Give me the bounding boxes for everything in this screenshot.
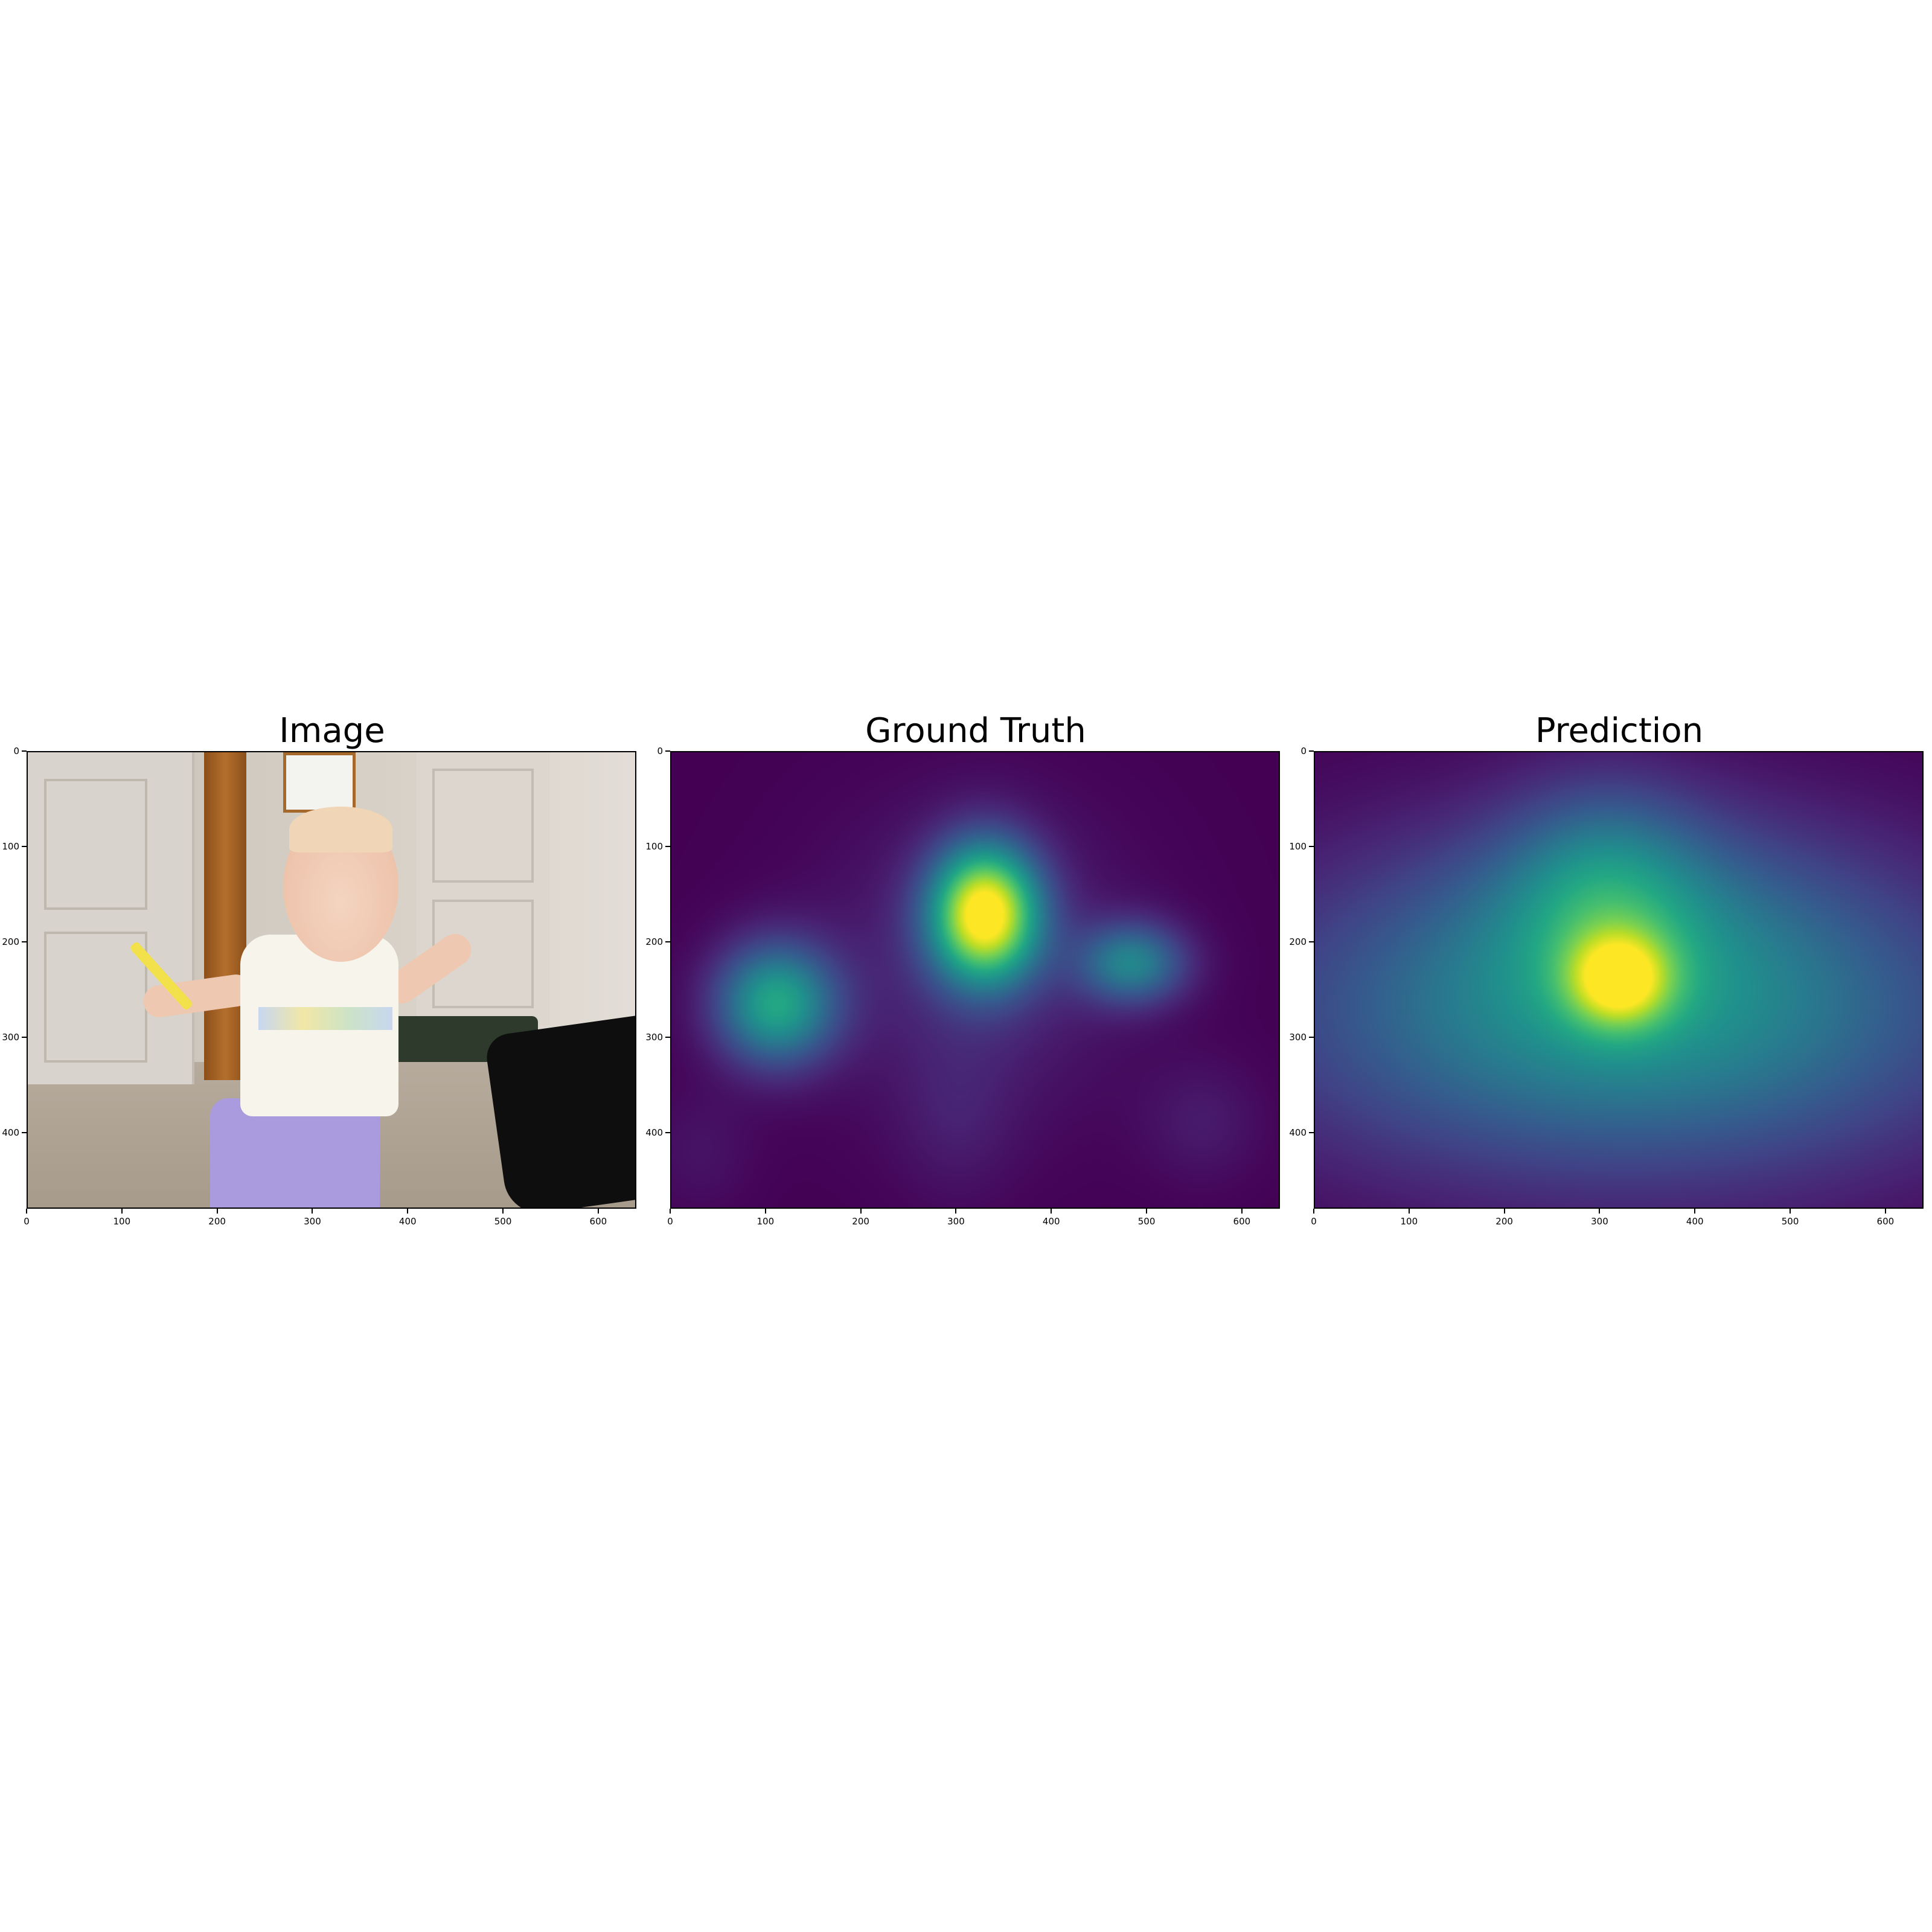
x-tick-label: 400 (1042, 1216, 1060, 1227)
photo-door-right (416, 752, 551, 1026)
x-tick-label: 100 (113, 1216, 131, 1227)
x-tick-label: 200 (852, 1216, 869, 1227)
x-tick-mark (1884, 1209, 1886, 1214)
y-tick-label: 400 (1289, 1127, 1307, 1138)
x-tick-mark (1790, 1209, 1791, 1214)
y-tick-label: 200 (2, 936, 19, 947)
y-tick-mark (22, 845, 27, 847)
y-tick-mark (665, 941, 670, 942)
photo-window (283, 752, 356, 813)
x-tick-label: 0 (1311, 1216, 1317, 1227)
x-tick-mark (407, 1209, 409, 1214)
x-tick-mark (1694, 1209, 1696, 1214)
photo-door-left (28, 752, 194, 1085)
x-tick-label: 600 (589, 1216, 607, 1227)
x-tick-mark (26, 1209, 27, 1214)
y-tick-mark (1309, 941, 1314, 942)
x-tick-label: 400 (1686, 1216, 1704, 1227)
y-tick-mark (22, 941, 27, 942)
x-tick-mark (1241, 1209, 1243, 1214)
prediction-heatmap (1314, 751, 1924, 1209)
y-tick-label: 200 (645, 936, 663, 947)
y-tick-mark (1309, 845, 1314, 847)
x-tick-label: 500 (1781, 1216, 1799, 1227)
x-tick-label: 300 (947, 1216, 965, 1227)
y-tick-mark (22, 1131, 27, 1133)
x-tick-label: 400 (398, 1216, 417, 1227)
y-tick-label: 0 (13, 746, 19, 756)
y-tick-mark (665, 1036, 670, 1038)
x-tick-mark (1408, 1209, 1410, 1214)
x-tick-label: 600 (1233, 1216, 1251, 1227)
x-tick-label: 600 (1876, 1216, 1895, 1227)
x-tick-mark (1051, 1209, 1052, 1214)
photo-shirt-flowers (258, 1007, 392, 1030)
y-tick-mark (22, 1036, 27, 1038)
x-tick-mark (1313, 1209, 1314, 1214)
y-tick-mark (1309, 1036, 1314, 1038)
panel-title-image: Image (279, 711, 385, 750)
ground-truth-heatmap (670, 751, 1280, 1209)
y-tick-label: 400 (2, 1127, 19, 1138)
y-tick-label: 100 (645, 840, 663, 852)
y-tick-label: 0 (657, 746, 663, 756)
x-tick-label: 0 (24, 1216, 30, 1227)
ground-truth-heatmap-canvas (671, 752, 1279, 1208)
y-tick-mark (1309, 1131, 1314, 1133)
y-tick-label: 400 (645, 1127, 663, 1138)
x-tick-label: 100 (756, 1216, 775, 1227)
x-tick-mark (670, 1209, 671, 1214)
prediction-heatmap-canvas (1315, 752, 1922, 1208)
photo-child-hair (289, 807, 392, 852)
x-tick-label: 0 (667, 1216, 673, 1227)
y-tick-mark (665, 1131, 670, 1133)
x-tick-mark (312, 1209, 313, 1214)
x-tick-label: 300 (304, 1216, 321, 1227)
y-tick-label: 200 (1289, 936, 1307, 947)
y-tick-label: 300 (1289, 1031, 1307, 1043)
photo-door-frame (203, 752, 247, 1080)
photo-bag (483, 1015, 635, 1208)
y-tick-mark (665, 750, 670, 752)
y-tick-mark (665, 845, 670, 847)
y-tick-label: 300 (2, 1031, 19, 1043)
x-tick-mark (121, 1209, 123, 1214)
x-tick-label: 200 (208, 1216, 226, 1227)
x-tick-label: 500 (494, 1216, 512, 1227)
y-tick-label: 0 (1300, 746, 1307, 756)
x-tick-label: 100 (1400, 1216, 1418, 1227)
y-tick-mark (22, 750, 27, 752)
y-tick-mark (1309, 750, 1314, 752)
x-tick-mark (860, 1209, 862, 1214)
x-tick-mark (955, 1209, 957, 1214)
x-tick-mark (1599, 1209, 1601, 1214)
photo-child-pants (210, 1098, 380, 1208)
y-tick-label: 100 (1289, 840, 1307, 852)
x-tick-mark (216, 1209, 218, 1214)
x-tick-label: 200 (1495, 1216, 1513, 1227)
panel-title-prediction: Prediction (1535, 711, 1704, 750)
x-tick-label: 300 (1591, 1216, 1608, 1227)
y-tick-label: 300 (645, 1031, 663, 1043)
x-tick-mark (1146, 1209, 1148, 1214)
x-tick-mark (1503, 1209, 1505, 1214)
panel-title-ground-truth: Ground Truth (865, 711, 1086, 750)
image-plot-area (27, 751, 636, 1209)
x-tick-mark (502, 1209, 504, 1214)
x-tick-label: 500 (1137, 1216, 1156, 1227)
x-tick-mark (764, 1209, 766, 1214)
y-tick-label: 100 (2, 840, 19, 852)
x-tick-mark (597, 1209, 599, 1214)
